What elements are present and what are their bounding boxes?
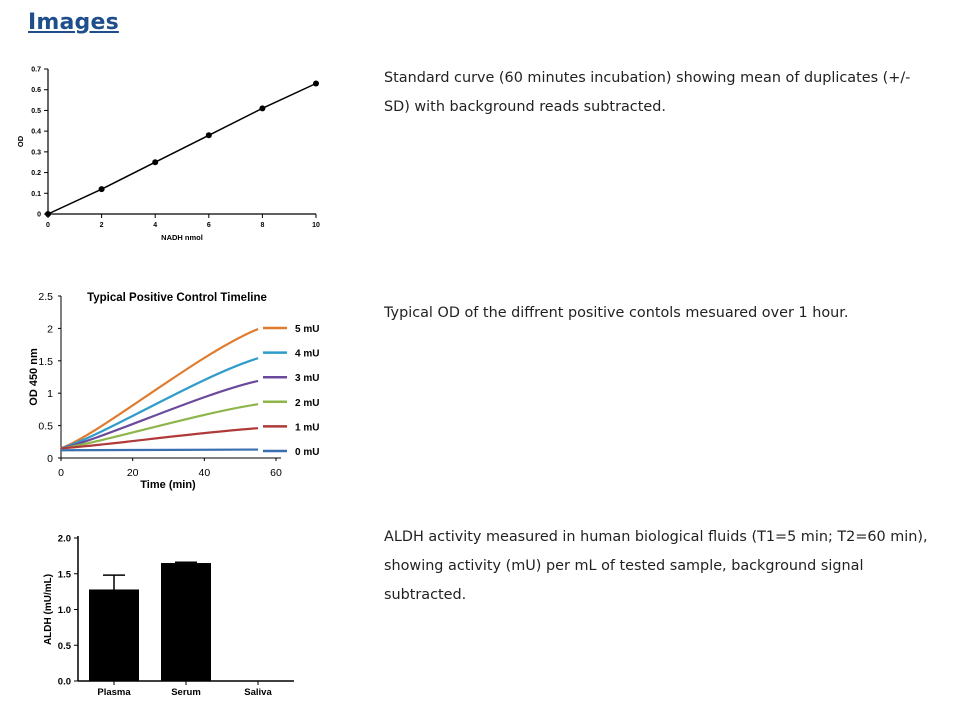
x-tick-label: 2 — [100, 222, 104, 229]
series-line — [60, 427, 259, 450]
y-axis-label: OD 450 nm — [28, 348, 40, 406]
y-tick-label: 0.7 — [31, 67, 41, 74]
data-point — [259, 105, 266, 112]
y-tick-label: 1.0 — [58, 605, 71, 616]
y-tick-label: 0.5 — [31, 108, 41, 115]
page-heading: Images — [28, 10, 119, 35]
data-point — [98, 186, 105, 193]
y-tick-label: 0.5 — [58, 641, 72, 652]
y-tick-label: 0.2 — [31, 170, 41, 177]
y-axis-label: ALDH (mU/mL) — [43, 574, 54, 645]
caption-positive-control: Typical OD of the diffrent positive cont… — [384, 305, 849, 321]
chart-title: Typical Positive Control Timeline — [87, 292, 267, 304]
y-tick-label: 2.5 — [38, 291, 53, 303]
y-tick-label: 1.5 — [38, 356, 53, 368]
legend-label: 2 mU — [295, 398, 319, 409]
x-axis-label: Time (min) — [140, 479, 196, 491]
series-line — [60, 328, 259, 450]
series-line — [60, 379, 259, 450]
y-tick-label: 0.0 — [58, 677, 71, 688]
y-tick-label: 0.5 — [38, 421, 53, 433]
caption-aldh-activity: ALDH activity measured in human biologic… — [384, 529, 928, 603]
x-tick-label: 40 — [198, 467, 210, 479]
x-tick-label: 60 — [270, 467, 282, 479]
y-tick-label: 0 — [47, 453, 53, 465]
data-point — [313, 80, 319, 87]
series-line — [60, 448, 259, 452]
y-tick-label: 0.4 — [31, 129, 41, 136]
y-tick-label: 0.3 — [31, 149, 41, 156]
category-label: Serum — [171, 687, 201, 698]
y-tick-label: 0.6 — [31, 87, 41, 94]
x-tick-label: 20 — [127, 467, 139, 479]
x-tick-label: 0 — [46, 222, 50, 229]
y-tick-label: 2.0 — [58, 534, 71, 545]
positive-control-timeline-chart: 0 0.5 1 1.5 2 2.5 0 20 40 60 Typical Positive Cont… — [28, 291, 319, 491]
x-axis-label: NADH nmol — [161, 233, 203, 242]
category-label: Plasma — [97, 687, 131, 698]
legend-label: 0 mU — [295, 447, 319, 458]
legend-label: 5 mU — [295, 324, 319, 335]
data-point — [152, 159, 159, 166]
series-line — [47, 82, 317, 215]
x-tick-label: 10 — [312, 222, 320, 229]
caption-standard-curve: Standard curve (60 minutes incubation) s… — [384, 70, 911, 115]
data-point — [45, 211, 51, 217]
aldh-activity-bar-chart: 0.0 0.5 1.0 1.5 2.0 Plasma Serum Saliva ALDH (mU… — [43, 534, 294, 698]
standard-curve-chart: 0 0.1 0.2 0.3 0.4 0.5 0.6 0.7 0 2 4 6 8 10 NADH nmol OD — [16, 67, 320, 243]
x-tick-label: 6 — [207, 222, 211, 229]
x-tick-label: 8 — [260, 222, 264, 229]
legend-label: 1 mU — [295, 422, 319, 433]
series-line — [60, 357, 259, 450]
bar — [89, 589, 139, 681]
x-tick-label: 0 — [58, 467, 64, 479]
y-tick-label: 1 — [47, 388, 53, 400]
legend-label: 3 mU — [295, 373, 319, 384]
y-tick-label: 2 — [47, 323, 53, 335]
series-line — [60, 403, 259, 450]
y-tick-label: 1.5 — [58, 569, 72, 580]
y-tick-label: 0 — [37, 212, 41, 219]
category-label: Saliva — [244, 687, 272, 698]
y-axis-label: OD — [16, 135, 25, 147]
legend-label: 4 mU — [295, 349, 319, 360]
data-point — [205, 132, 212, 139]
x-tick-label: 4 — [153, 222, 157, 229]
y-tick-label: 0.1 — [31, 191, 41, 198]
bar — [161, 563, 211, 681]
